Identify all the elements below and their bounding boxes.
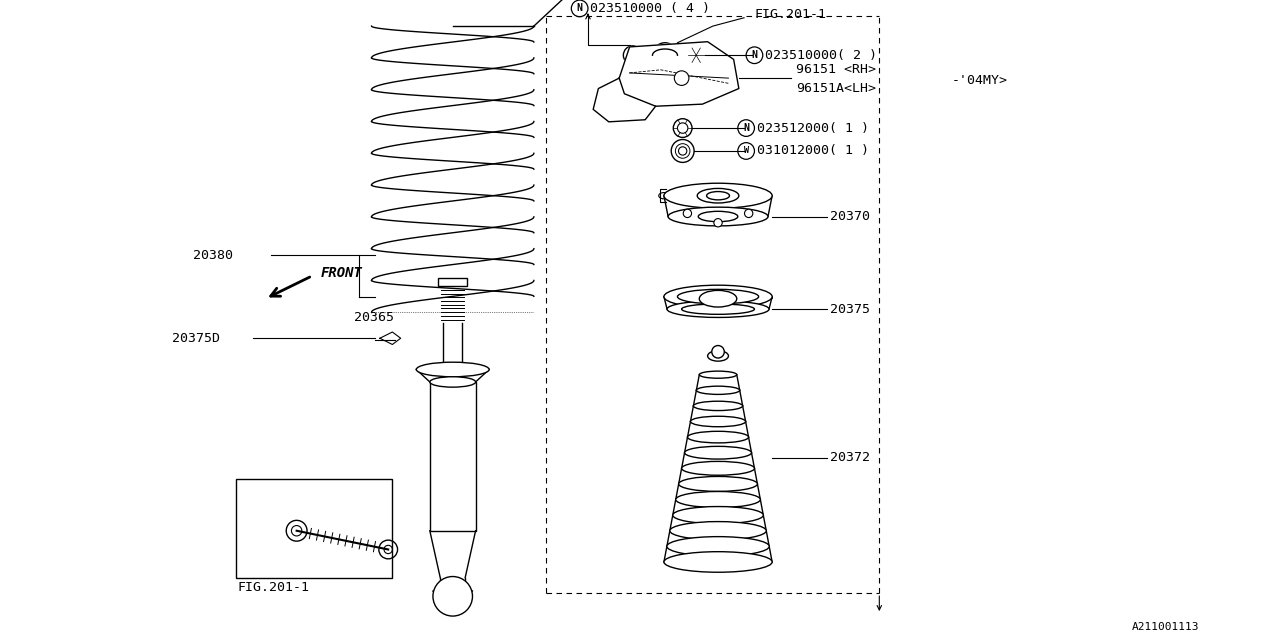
Text: FIG.201-1: FIG.201-1	[237, 580, 310, 594]
Circle shape	[745, 209, 753, 218]
Ellipse shape	[678, 476, 758, 492]
Circle shape	[673, 118, 692, 138]
Ellipse shape	[690, 416, 746, 427]
Circle shape	[379, 540, 398, 559]
Circle shape	[433, 577, 472, 616]
Text: FRONT: FRONT	[320, 266, 362, 280]
Text: 20372: 20372	[831, 451, 870, 465]
Ellipse shape	[696, 386, 740, 394]
Ellipse shape	[664, 183, 772, 208]
Circle shape	[687, 47, 704, 63]
Text: -'04MY>: -'04MY>	[952, 74, 1009, 86]
Text: 20365: 20365	[353, 311, 394, 324]
Text: 20370: 20370	[831, 210, 870, 223]
Bar	[438, 278, 467, 286]
Ellipse shape	[708, 351, 728, 361]
Ellipse shape	[699, 371, 737, 378]
Ellipse shape	[669, 522, 767, 540]
Ellipse shape	[668, 207, 768, 226]
Circle shape	[712, 346, 724, 358]
Text: 20375: 20375	[831, 303, 870, 316]
Ellipse shape	[682, 304, 754, 314]
Ellipse shape	[685, 446, 751, 459]
Text: N: N	[577, 3, 582, 13]
Circle shape	[671, 140, 694, 163]
Bar	[430, 382, 476, 531]
Text: W: W	[744, 147, 749, 156]
Text: 20375D: 20375D	[172, 332, 220, 345]
Circle shape	[714, 219, 722, 227]
Ellipse shape	[694, 401, 742, 411]
Bar	[237, 479, 393, 577]
Polygon shape	[593, 78, 655, 122]
Polygon shape	[620, 42, 739, 106]
Ellipse shape	[687, 431, 749, 443]
Circle shape	[623, 46, 643, 65]
Ellipse shape	[416, 362, 489, 377]
Ellipse shape	[677, 289, 759, 304]
Ellipse shape	[682, 461, 754, 476]
Ellipse shape	[698, 188, 739, 203]
Ellipse shape	[676, 492, 760, 508]
Ellipse shape	[664, 552, 772, 572]
Ellipse shape	[699, 211, 737, 221]
Ellipse shape	[659, 193, 669, 199]
Circle shape	[287, 520, 307, 541]
Text: 023510000( 2 ): 023510000( 2 )	[765, 49, 877, 61]
Ellipse shape	[673, 506, 763, 524]
Ellipse shape	[707, 191, 730, 200]
Text: 023510000 ( 4 ): 023510000 ( 4 )	[590, 2, 710, 15]
Text: 20380: 20380	[192, 248, 233, 262]
Text: 96151A<LH>: 96151A<LH>	[796, 82, 876, 95]
Text: A211001113: A211001113	[1133, 621, 1199, 632]
Ellipse shape	[430, 377, 476, 387]
Text: 023512000( 1 ): 023512000( 1 )	[756, 122, 869, 134]
Circle shape	[653, 43, 677, 68]
Ellipse shape	[664, 285, 772, 308]
Circle shape	[675, 71, 689, 85]
Text: 031012000( 1 ): 031012000( 1 )	[756, 145, 869, 157]
Text: N: N	[744, 123, 749, 133]
Text: 96151 <RH>: 96151 <RH>	[796, 63, 876, 76]
Ellipse shape	[699, 291, 737, 307]
Circle shape	[684, 209, 691, 218]
Ellipse shape	[667, 536, 769, 556]
Text: FIG.201-1: FIG.201-1	[754, 8, 827, 21]
Text: N: N	[751, 50, 758, 60]
Ellipse shape	[667, 301, 769, 317]
